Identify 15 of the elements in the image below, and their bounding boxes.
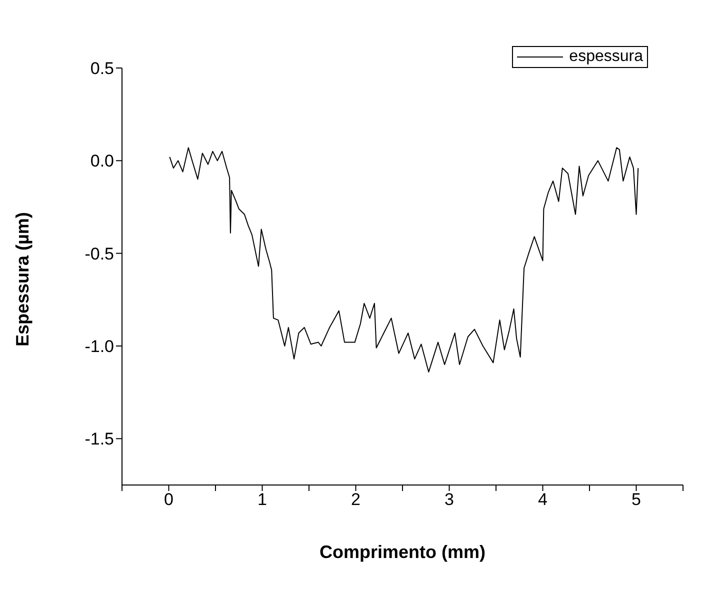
x-tick-label: 4 — [538, 490, 548, 510]
x-tick-label: 0 — [164, 490, 174, 510]
x-axis-title: Comprimento (mm) — [320, 542, 486, 562]
y-tick-label: -0.5 — [84, 244, 114, 264]
x-tick-label: 1 — [258, 490, 267, 510]
y-axis-title: Espessura (µm) — [12, 212, 32, 346]
x-tick-label: 3 — [444, 490, 454, 510]
y-tick-label: 0.0 — [90, 152, 114, 171]
line-series — [169, 147, 639, 372]
y-tick-label: -1.0 — [84, 337, 114, 356]
y-tick-label: -1.5 — [84, 430, 114, 449]
y-tick-label: 0.5 — [90, 59, 114, 78]
x-tick-label: 5 — [632, 490, 641, 510]
x-tick-label: 2 — [351, 490, 360, 510]
legend-label: espessura — [569, 48, 643, 66]
